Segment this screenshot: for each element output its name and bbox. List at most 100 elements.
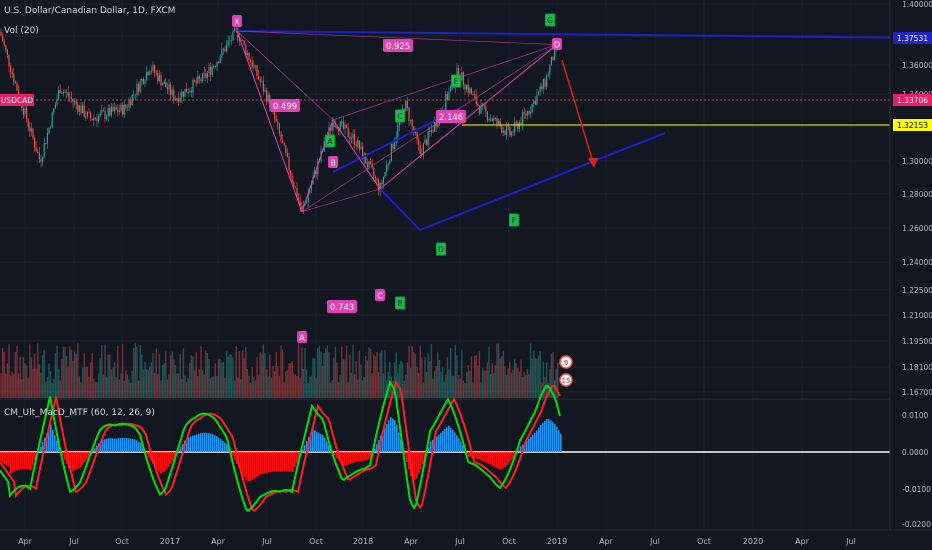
macd-histogram-bar	[418, 452, 420, 474]
volume-bar	[485, 370, 487, 398]
candle-body	[514, 122, 516, 133]
candle-body	[504, 130, 506, 135]
macd-histogram-bar	[118, 438, 120, 452]
volume-bar	[96, 381, 98, 398]
candle-body	[288, 156, 290, 171]
candle-body	[93, 118, 95, 121]
candle-body	[243, 40, 245, 45]
volume-bar	[521, 376, 524, 398]
candle-body	[242, 40, 244, 41]
macd-histogram-bar	[376, 444, 378, 452]
macd-histogram-bar	[460, 441, 462, 452]
candle-body	[515, 122, 517, 124]
volume-bar	[369, 348, 372, 398]
macd-histogram-bar	[314, 430, 316, 452]
volume-bar	[85, 367, 87, 398]
candle-body	[101, 110, 103, 113]
trend-line-c	[379, 188, 421, 231]
macd-histogram-bar	[456, 435, 458, 452]
volume-bar	[481, 367, 484, 398]
event-badge	[559, 373, 573, 387]
macd-histogram-bar	[180, 446, 182, 452]
volume-bar	[539, 351, 541, 398]
macd-histogram-bar	[62, 452, 64, 456]
price-tag-label: USDCAD	[1, 96, 33, 105]
volume-legend[interactable]: Vol (20)	[4, 26, 39, 36]
volume-bar	[54, 352, 57, 398]
candle-body	[488, 119, 490, 121]
volume-bar	[133, 348, 135, 398]
macd-histogram-bar	[12, 452, 14, 473]
candle-body	[429, 130, 431, 132]
macd-histogram-bar	[390, 417, 392, 452]
macd-histogram-bar	[260, 452, 262, 475]
candle-body	[190, 90, 192, 93]
macd-histogram-bar	[0, 452, 2, 462]
volume-bar	[126, 374, 129, 398]
candle-body	[11, 72, 13, 74]
macd-histogram-bar	[544, 420, 546, 452]
candle-body	[194, 79, 196, 82]
macd-histogram-bar	[408, 452, 410, 470]
volume-bar	[478, 351, 481, 398]
macd-legend[interactable]: CM_Ult_MacD_MTF (60, 12, 26, 9)	[4, 408, 155, 418]
candle-body	[394, 142, 396, 150]
volume-bar	[101, 345, 103, 398]
candle-body	[355, 144, 357, 147]
macd-histogram-bar	[354, 452, 356, 463]
volume-bar	[43, 349, 45, 398]
candle-body	[517, 122, 519, 130]
volume-bar	[211, 377, 213, 398]
vertex-b-label: B	[330, 159, 336, 168]
volume-bar	[513, 359, 516, 398]
volume-bar	[480, 382, 482, 398]
candle-body	[30, 128, 32, 132]
volume-bar	[13, 373, 15, 398]
candle-body	[77, 104, 79, 112]
candle-body	[397, 125, 399, 138]
macd-histogram-bar	[120, 437, 122, 452]
volume-bar	[507, 368, 509, 398]
candle-body	[138, 83, 140, 92]
candle-body	[352, 134, 354, 139]
macd-histogram-bar	[264, 452, 266, 474]
candle-body	[32, 128, 34, 138]
macd-histogram-bar	[440, 432, 442, 452]
volume-bar	[3, 351, 5, 398]
macd-histogram-bar	[366, 452, 368, 460]
volume-bar	[110, 369, 113, 398]
volume-bar	[534, 357, 537, 398]
candle-body	[432, 130, 434, 132]
macd-histogram-bar	[154, 452, 156, 467]
candle-body	[378, 180, 380, 191]
event-badge-label: 15	[562, 377, 571, 385]
macd-histogram-bar	[536, 430, 538, 452]
candle-body	[307, 193, 309, 202]
macd-histogram-bar	[74, 452, 76, 471]
macd-histogram-bar	[206, 432, 208, 452]
candle-body	[333, 122, 335, 127]
volume-bar	[425, 372, 428, 398]
macd-histogram-bar	[138, 441, 140, 452]
volume-bar	[453, 375, 455, 398]
symbol-title[interactable]: U.S. Dollar/Canadian Dollar, 1D, FXCM	[4, 6, 175, 16]
volume-bar	[435, 366, 437, 398]
resistance-line	[236, 30, 932, 39]
price-tag-label: 1.37531	[897, 34, 928, 43]
candle-body	[83, 105, 85, 117]
time-tick-label: Oct	[115, 537, 129, 546]
macd-histogram-bar	[220, 439, 222, 452]
volume-bar	[446, 357, 449, 398]
candle-body	[86, 111, 88, 117]
macd-histogram-bar	[258, 452, 260, 476]
macd-histogram-bar	[278, 452, 280, 472]
volume-bar	[305, 369, 308, 398]
macd-histogram-bar	[560, 434, 562, 452]
volume-bar	[177, 373, 180, 398]
volume-bar	[245, 346, 247, 398]
volume-bar	[309, 377, 311, 398]
macd-histogram-bar	[168, 452, 170, 467]
macd-histogram-bar	[32, 452, 34, 466]
volume-bar	[437, 352, 439, 398]
